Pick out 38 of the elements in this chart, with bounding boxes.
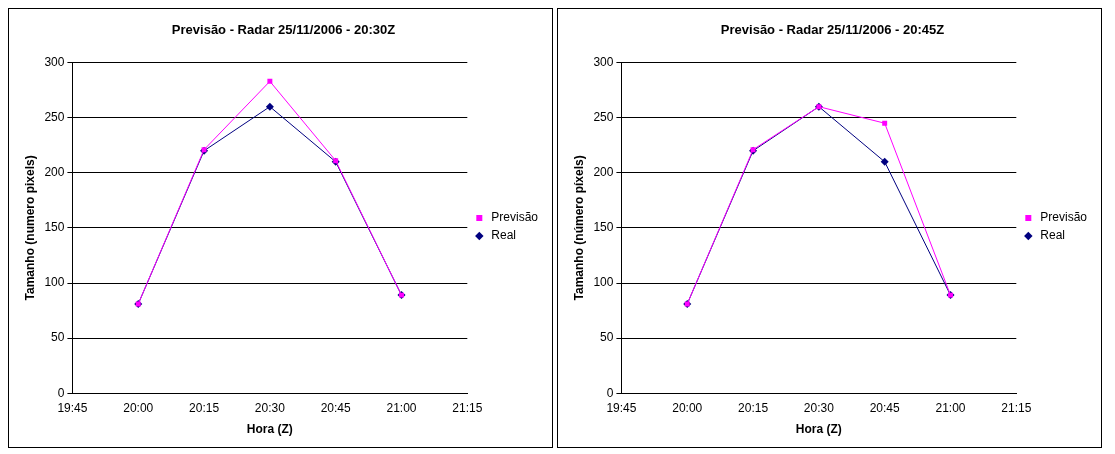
y-tick-label: 50 (51, 330, 65, 345)
legend-label: Previsão (491, 210, 539, 225)
y-tick-label: 250 (44, 110, 65, 125)
chart-title: Previsão - Radar 25/11/2006 - 20:30Z (171, 22, 396, 38)
x-tick-label: 19:45 (57, 400, 88, 415)
x-tick-label: 20:30 (803, 400, 835, 415)
x-tick-label: 20:45 (320, 400, 352, 415)
y-tick-label: 100 (44, 275, 65, 290)
y-tick-label: 150 (593, 220, 614, 235)
y-tick-label: 200 (593, 165, 614, 180)
y-tick-label: 300 (44, 54, 65, 69)
x-tick-label: 20:45 (869, 400, 901, 415)
x-tick-label: 21:15 (452, 400, 483, 415)
legend-label: Real (491, 228, 516, 243)
x-tick-label: 20:00 (123, 400, 154, 415)
x-tick-label: 21:00 (386, 400, 417, 415)
y-tick-label: 250 (593, 110, 614, 125)
y-tick-label: 0 (57, 385, 65, 400)
y-axis-title: Tamanho (numero pixels) (22, 155, 37, 301)
y-tick-label: 300 (593, 54, 614, 69)
x-tick-label: 19:45 (606, 400, 637, 415)
x-tick-label: 20:15 (189, 400, 220, 415)
chart-title: Previsão - Radar 25/11/2006 - 20:45Z (720, 22, 945, 38)
y-tick-label: 0 (606, 385, 614, 400)
x-axis-title: Hora (Z) (795, 422, 842, 437)
x-tick-label: 21:15 (1001, 400, 1032, 415)
x-tick-label: 20:00 (672, 400, 703, 415)
y-tick-label: 150 (44, 220, 65, 235)
y-axis-title: Tamanho (número píxels) (571, 155, 586, 301)
x-axis-title: Hora (Z) (246, 422, 293, 437)
y-tick-label: 200 (44, 165, 65, 180)
x-tick-label: 20:30 (254, 400, 286, 415)
x-tick-label: 21:00 (935, 400, 966, 415)
legend-label: Real (1040, 228, 1065, 243)
y-tick-label: 100 (593, 275, 614, 290)
legend-label: Previsão (1040, 210, 1088, 225)
x-tick-label: 20:15 (738, 400, 769, 415)
y-tick-label: 50 (600, 330, 614, 345)
